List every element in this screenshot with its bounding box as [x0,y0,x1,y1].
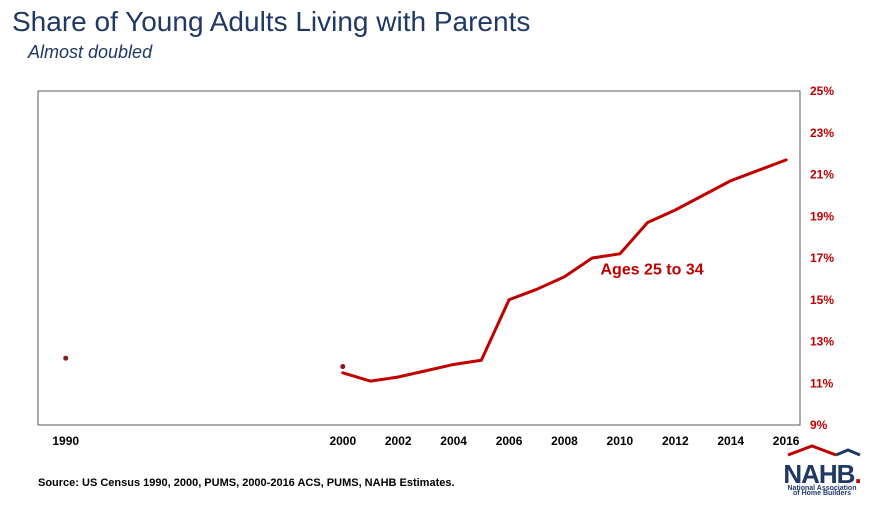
y-tick-label: 11% [810,376,834,390]
y-tick-label: 25% [810,85,834,98]
x-tick-label: 2004 [440,434,467,448]
nahb-logo: NAHB. National Association of Home Build… [782,443,862,497]
source-text: Source: US Census 1990, 2000, PUMS, 2000… [38,477,455,489]
x-tick-label: 2000 [329,434,356,448]
x-tick-label: 2014 [717,434,744,448]
x-tick-label: 2006 [496,434,523,448]
x-tick-label: 1990 [52,434,79,448]
y-tick-label: 13% [810,335,834,349]
roof-icon [782,443,862,457]
line-chart: 9% 11% 13% 15% 17% 19% 21% 23% 25% 1990 2000 2002 20… [30,85,846,465]
plot-border [38,91,800,425]
x-tick-label: 2012 [662,434,689,448]
logo-sub2: of Home Builders [782,490,862,497]
y-tick-label: 21% [810,168,834,182]
y-tick-label: 23% [810,126,834,140]
x-tick-label: 2002 [385,434,412,448]
x-tick-label: 2008 [551,434,578,448]
y-tick-label: 19% [810,209,834,223]
data-line [343,160,786,381]
data-marker [63,356,68,361]
y-tick-label: 17% [810,251,834,265]
x-tick-label: 2010 [607,434,634,448]
data-marker [340,364,345,369]
chart-title: Share of Young Adults Living with Parent… [12,6,530,38]
chart-area: 9% 11% 13% 15% 17% 19% 21% 23% 25% 1990 2000 2002 20… [30,85,846,465]
y-tick-label: 9% [810,418,828,432]
series-annotation: Ages 25 to 34 [600,262,703,279]
chart-subtitle: Almost doubled [28,42,152,63]
y-tick-label: 15% [810,293,834,307]
